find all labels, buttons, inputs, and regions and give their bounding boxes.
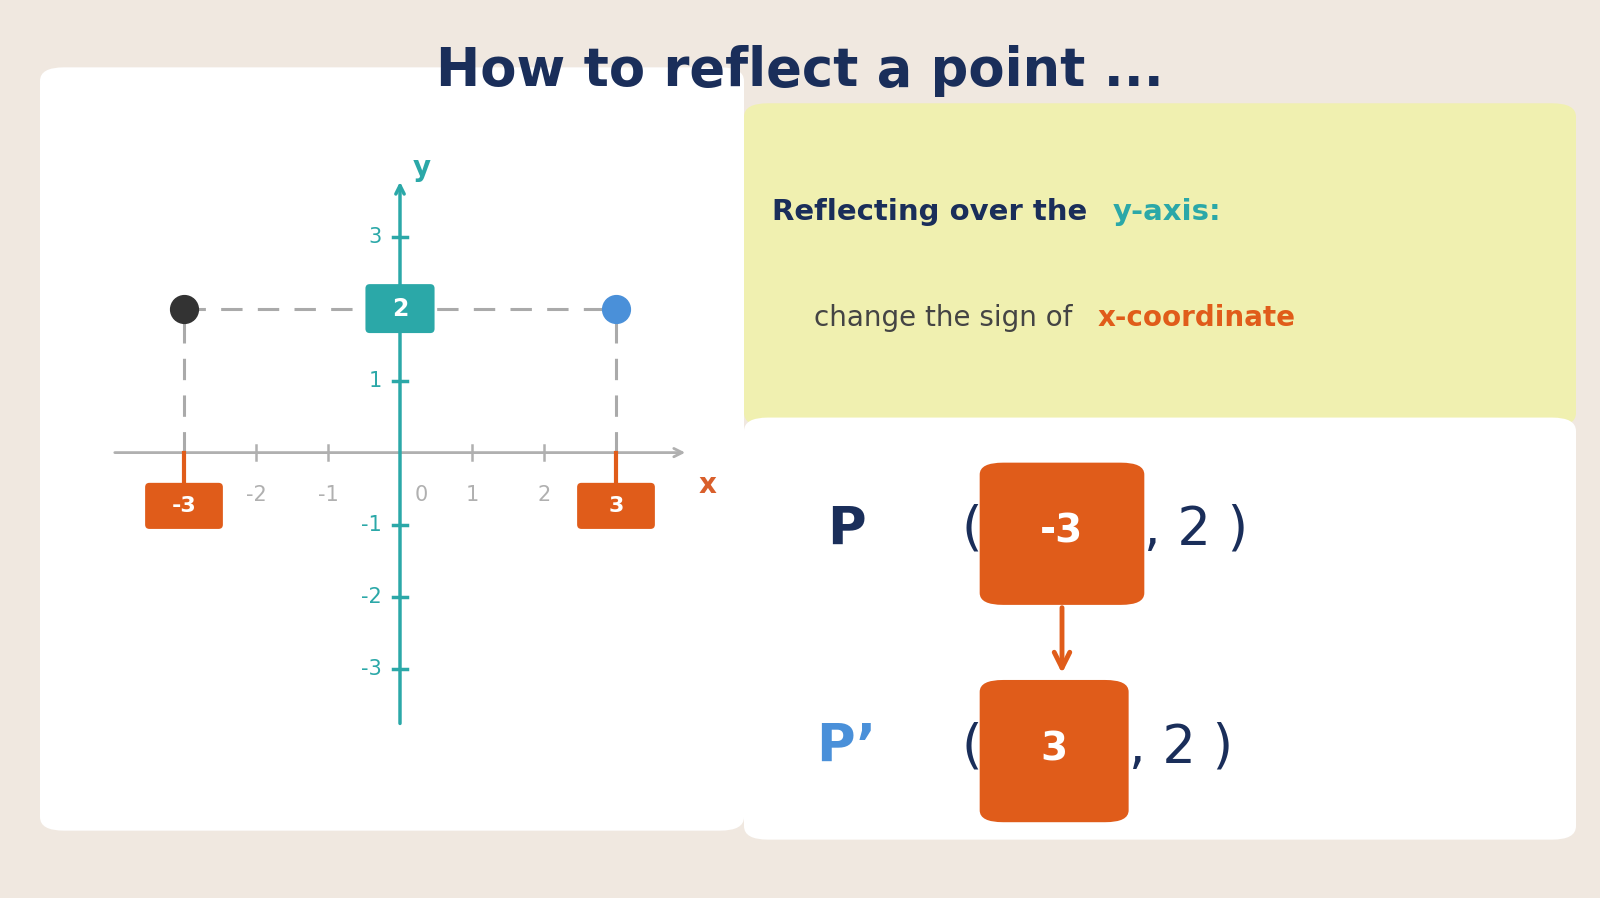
- Text: , 2 ): , 2 ): [1128, 721, 1232, 773]
- FancyBboxPatch shape: [979, 680, 1128, 823]
- Text: 3: 3: [368, 226, 382, 247]
- Text: x-coordinate: x-coordinate: [1098, 304, 1296, 332]
- Text: 1: 1: [368, 371, 382, 391]
- Text: -3: -3: [171, 496, 197, 515]
- Text: 3: 3: [1040, 730, 1067, 768]
- Text: 3: 3: [608, 496, 624, 515]
- FancyBboxPatch shape: [365, 284, 435, 333]
- Text: x: x: [699, 471, 717, 498]
- Text: Reflecting over the: Reflecting over the: [771, 198, 1098, 225]
- Text: -3: -3: [362, 658, 382, 679]
- Text: 0: 0: [414, 485, 427, 505]
- Text: -1: -1: [362, 515, 382, 534]
- Text: How to reflect a point ...: How to reflect a point ...: [437, 45, 1163, 97]
- Text: -3: -3: [1040, 513, 1083, 550]
- Text: P’: P’: [816, 721, 877, 773]
- Text: y: y: [413, 154, 430, 182]
- Text: 1: 1: [466, 485, 478, 505]
- Text: -2: -2: [362, 586, 382, 607]
- Text: -2: -2: [246, 485, 266, 505]
- FancyBboxPatch shape: [146, 483, 222, 529]
- Text: -1: -1: [318, 485, 338, 505]
- Text: , 2 ): , 2 ): [1144, 504, 1248, 556]
- Text: P: P: [827, 504, 866, 556]
- Text: (: (: [962, 504, 982, 556]
- FancyBboxPatch shape: [979, 462, 1144, 605]
- Text: 2: 2: [392, 296, 408, 321]
- Text: (: (: [962, 721, 982, 773]
- Text: change the sign of: change the sign of: [814, 304, 1082, 332]
- FancyBboxPatch shape: [578, 483, 654, 529]
- Text: 2: 2: [538, 485, 550, 505]
- Text: y-axis:: y-axis:: [1114, 198, 1221, 225]
